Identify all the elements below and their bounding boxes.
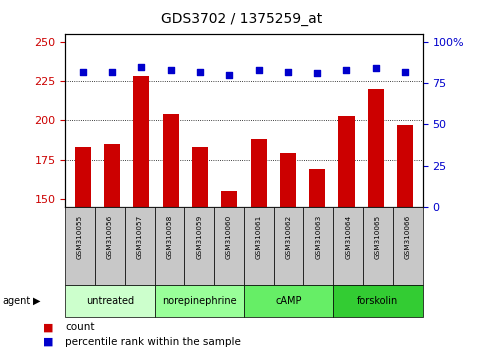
- Bar: [368, 89, 384, 207]
- Text: forskolin: forskolin: [357, 296, 398, 306]
- Text: ▶: ▶: [33, 296, 41, 306]
- Point: [313, 70, 321, 76]
- Text: GSM310063: GSM310063: [315, 215, 321, 259]
- Point: [401, 69, 409, 74]
- Point: [79, 69, 86, 74]
- Text: count: count: [65, 322, 95, 332]
- Bar: [75, 147, 91, 207]
- Text: GSM310055: GSM310055: [77, 215, 83, 259]
- Text: GSM310057: GSM310057: [137, 215, 142, 259]
- Text: GSM310065: GSM310065: [375, 215, 381, 259]
- Point: [255, 67, 262, 73]
- Bar: [104, 144, 120, 207]
- Text: GSM310066: GSM310066: [405, 215, 411, 259]
- Bar: [133, 76, 149, 207]
- Point: [196, 69, 204, 74]
- Point: [372, 65, 380, 71]
- Text: ■: ■: [43, 322, 54, 332]
- Text: percentile rank within the sample: percentile rank within the sample: [65, 337, 241, 347]
- Text: GSM310062: GSM310062: [285, 215, 292, 259]
- Bar: [192, 147, 208, 207]
- Bar: [163, 114, 179, 207]
- Text: GDS3702 / 1375259_at: GDS3702 / 1375259_at: [161, 12, 322, 27]
- Text: GSM310059: GSM310059: [196, 215, 202, 259]
- Text: GSM310056: GSM310056: [107, 215, 113, 259]
- Bar: [221, 191, 237, 207]
- Point: [167, 67, 174, 73]
- Text: untreated: untreated: [86, 296, 134, 306]
- Text: GSM310060: GSM310060: [226, 215, 232, 259]
- Text: cAMP: cAMP: [275, 296, 302, 306]
- Text: agent: agent: [2, 296, 30, 306]
- Bar: [251, 139, 267, 207]
- Text: ■: ■: [43, 337, 54, 347]
- Point: [342, 67, 350, 73]
- Bar: [309, 169, 325, 207]
- Point: [226, 72, 233, 78]
- Bar: [397, 125, 413, 207]
- Text: GSM310061: GSM310061: [256, 215, 262, 259]
- Point: [138, 64, 145, 69]
- Text: GSM310058: GSM310058: [167, 215, 172, 259]
- Text: norepinephrine: norepinephrine: [162, 296, 237, 306]
- Bar: [339, 116, 355, 207]
- Point: [108, 69, 116, 74]
- Bar: [280, 154, 296, 207]
- Text: GSM310064: GSM310064: [345, 215, 351, 259]
- Point: [284, 69, 292, 74]
